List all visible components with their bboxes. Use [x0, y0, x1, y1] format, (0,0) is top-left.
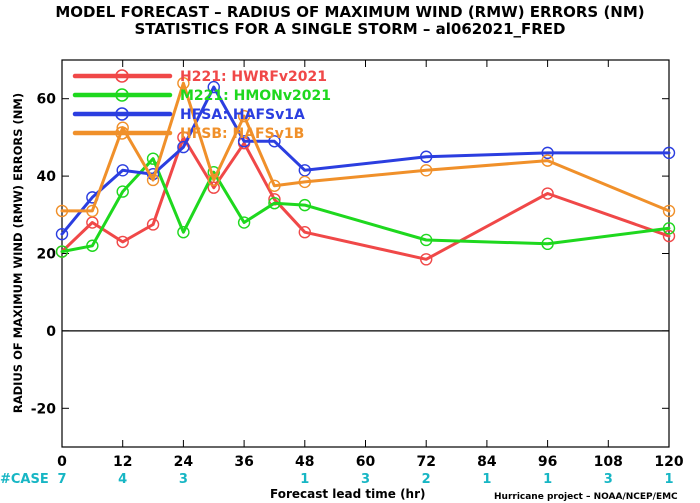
data-point — [237, 135, 251, 148]
legend-label: M221: HMONv2021 — [180, 88, 331, 104]
data-point — [237, 216, 251, 229]
legend-label: HFSA: HAFSv1A — [180, 107, 305, 123]
series-line — [60, 85, 671, 236]
legend-entry-1: H221: HWRFv2021 — [72, 69, 327, 85]
data-point — [146, 173, 160, 187]
case-count: 1 — [482, 472, 491, 487]
y-tick-label: -20 — [31, 401, 57, 417]
data-point — [420, 233, 433, 247]
x-tick-label: 84 — [477, 454, 497, 470]
case-count: 1 — [664, 472, 673, 487]
series-2 — [55, 152, 676, 258]
series-layer — [55, 77, 676, 266]
x-tick-label: 0 — [57, 454, 67, 470]
data-point — [116, 185, 129, 198]
data-point — [177, 77, 190, 90]
x-tick-label: 120 — [654, 454, 683, 470]
y-tick-label: 60 — [37, 92, 57, 108]
x-tick-label: 60 — [356, 454, 376, 470]
legend-swatch-marker — [115, 88, 129, 102]
legend: H221: HWRFv2021 M221: HMONv2021 HFSA: HAFS… — [72, 69, 331, 142]
x-tick-label: 108 — [594, 454, 623, 470]
data-point — [541, 237, 554, 251]
data-point — [541, 154, 554, 167]
data-point — [420, 164, 433, 177]
data-point — [177, 226, 190, 239]
case-count: 3 — [604, 472, 613, 487]
series-4 — [55, 77, 676, 218]
chart-title: MODEL FORECAST – RADIUS OF MAXIMUM WIND … — [55, 3, 644, 21]
data-point — [86, 204, 99, 218]
legend-label: HFSB: HAFSv1B — [180, 126, 304, 142]
data-point — [146, 218, 160, 231]
case-count: 1 — [543, 472, 552, 487]
data-point — [268, 196, 281, 210]
x-axis-title: Forecast lead time (hr) — [270, 487, 426, 501]
legend-entry-3: HFSA: HAFSv1A — [72, 107, 305, 123]
data-point — [116, 235, 129, 249]
case-count: 4 — [118, 472, 127, 487]
x-tick-label: 96 — [538, 454, 557, 470]
y-tick-label: 0 — [46, 324, 56, 340]
y-axis-ticks: -20 0 20 40 60 — [31, 92, 669, 417]
x-tick-label: 72 — [416, 454, 435, 470]
data-point — [662, 146, 676, 160]
y-tick-label: 40 — [37, 169, 57, 185]
data-point — [541, 187, 554, 200]
legend-label: H221: HWRFv2021 — [180, 69, 327, 85]
data-point — [662, 204, 676, 218]
case-count: 7 — [57, 472, 66, 487]
data-point — [55, 227, 69, 241]
legend-swatch-marker — [115, 69, 129, 83]
data-point — [268, 179, 281, 192]
x-tick-label: 24 — [174, 454, 194, 470]
case-label: #CASE — [0, 472, 49, 487]
case-count: 1 — [300, 472, 309, 487]
credit-text: Hurricane project – NOAA/NCEP/EMC — [494, 492, 678, 502]
data-point — [541, 146, 554, 160]
data-point — [420, 150, 433, 163]
series-line — [60, 81, 671, 213]
case-count: 2 — [422, 472, 431, 487]
case-count: 3 — [361, 472, 370, 487]
data-point — [420, 253, 433, 266]
case-count: 3 — [179, 472, 188, 487]
data-point — [662, 229, 676, 243]
y-axis-title: RADIUS OF MAXIMUM WIND (RMW) ERRORS (NM) — [11, 93, 25, 413]
x-tick-label: 48 — [295, 454, 314, 470]
series-line — [60, 157, 671, 254]
case-counts: 7 4 3 1 3 2 1 1 3 1 — [57, 472, 673, 487]
data-point — [55, 204, 69, 218]
x-axis-ticks: 0 12 24 36 48 60 72 84 96 108 120 — [57, 60, 684, 470]
data-point — [237, 109, 251, 123]
data-point — [207, 80, 220, 94]
data-point — [298, 226, 311, 239]
data-point — [55, 245, 69, 258]
chart-subtitle: STATISTICS FOR A SINGLE STORM – al062021… — [134, 20, 565, 38]
data-point — [298, 198, 311, 212]
data-point — [207, 181, 220, 194]
data-point — [298, 175, 311, 189]
legend-swatch-marker — [115, 126, 129, 140]
data-point — [86, 239, 99, 252]
data-point — [177, 140, 190, 154]
y-tick-label: 20 — [37, 247, 57, 263]
legend-entry-4: HFSB: HAFSv1B — [72, 126, 304, 142]
data-point — [116, 164, 129, 177]
x-tick-label: 36 — [234, 454, 253, 470]
data-point — [207, 173, 220, 187]
legend-swatch-marker — [115, 107, 129, 121]
data-point — [662, 222, 676, 235]
legend-entry-2: M221: HMONv2021 — [72, 88, 331, 104]
x-tick-label: 12 — [113, 454, 132, 470]
data-point — [268, 135, 281, 148]
